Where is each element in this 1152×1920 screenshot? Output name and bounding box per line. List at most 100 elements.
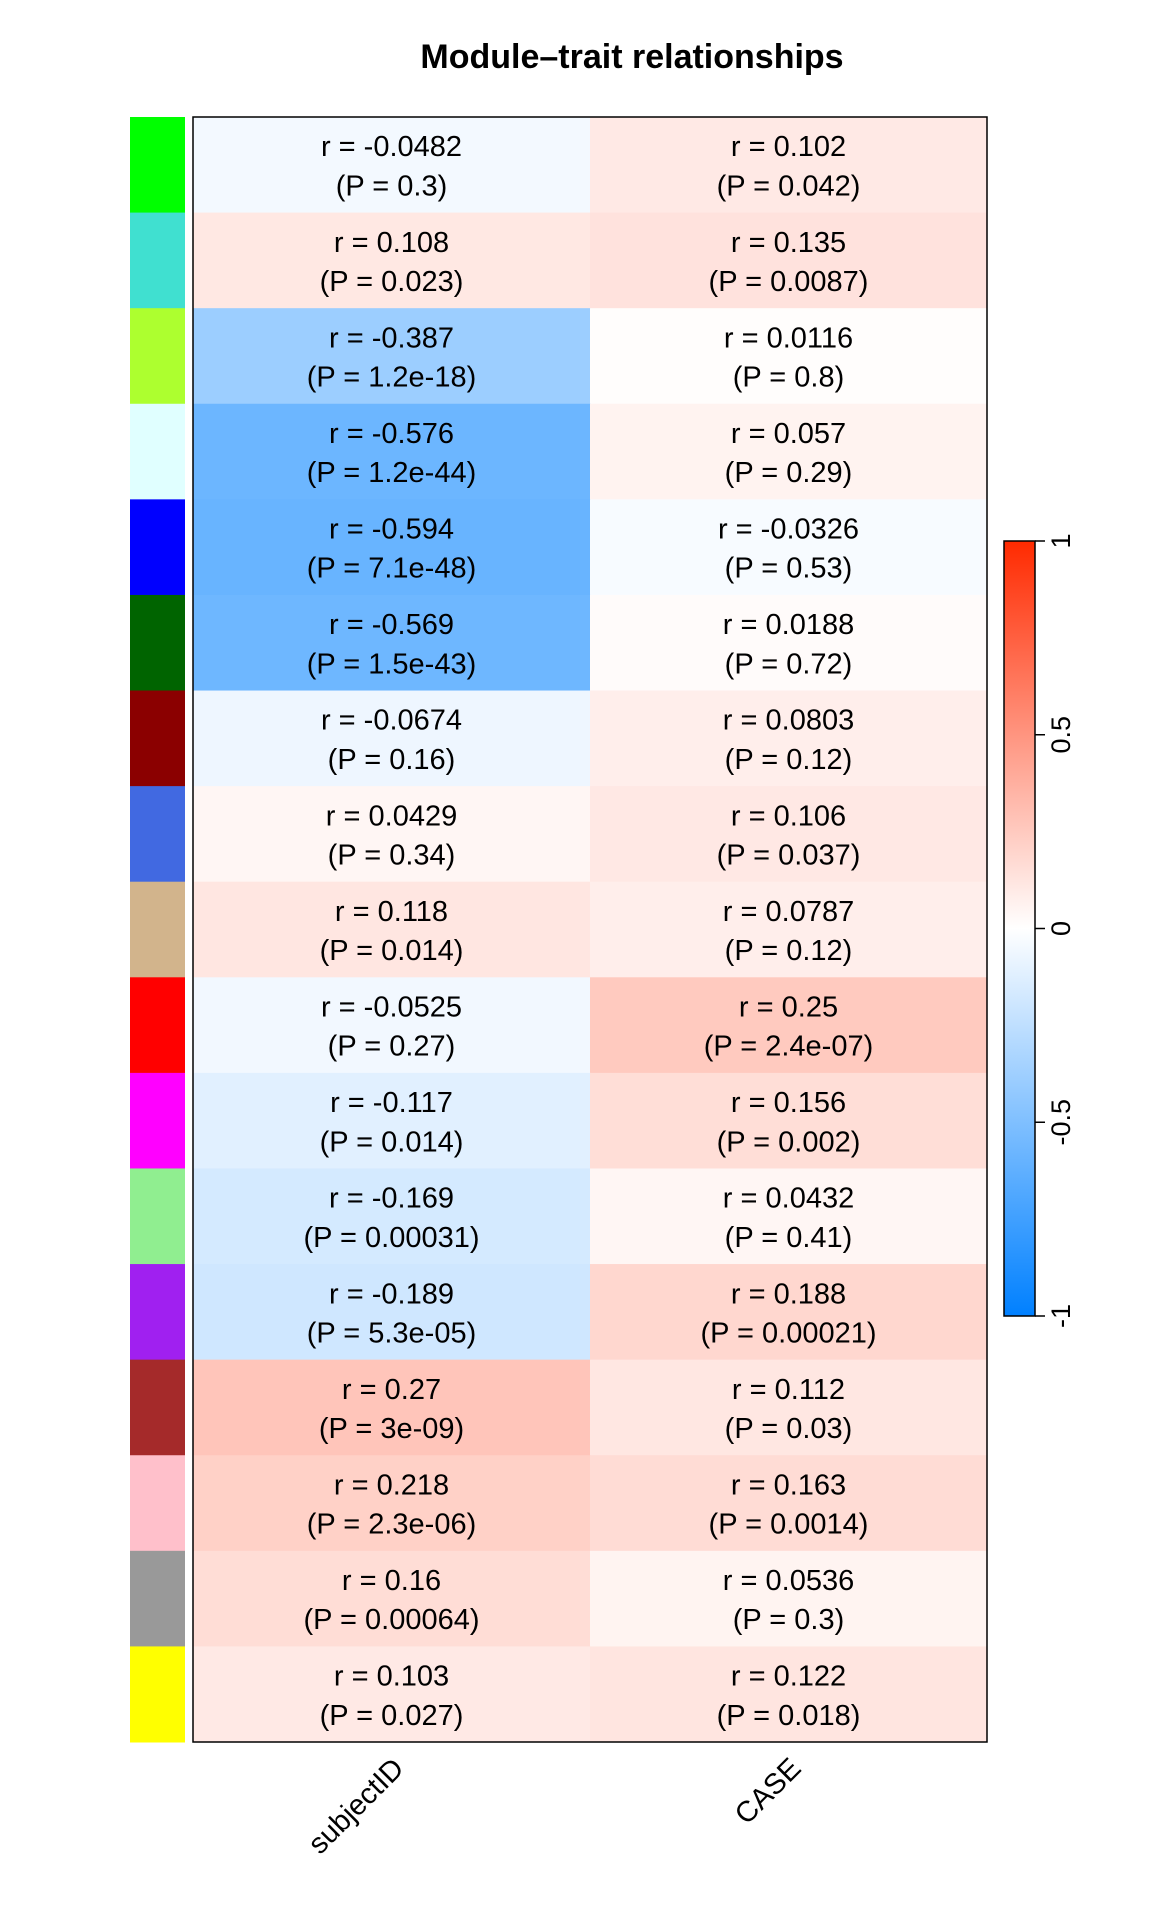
cell-p-label: (P = 0.3) <box>733 1604 845 1636</box>
cell-p-label: (P = 0.27) <box>328 1031 456 1063</box>
cell-p-label: (P = 0.3) <box>336 170 448 202</box>
cell-r-label: r = 0.0803 <box>723 705 854 737</box>
cell-p-label: (P = 0.72) <box>725 648 853 680</box>
cell-p-label: (P = 0.16) <box>328 744 456 776</box>
module-color-swatch <box>130 594 185 692</box>
heatmap-cell <box>590 117 988 214</box>
cell-r-label: r = 0.218 <box>334 1469 449 1501</box>
cell-p-label: (P = 0.014) <box>320 1126 464 1158</box>
cell-r-label: r = 0.057 <box>731 418 846 450</box>
color-scale-legend: -1 -0.5 0 0.5 1 <box>1003 533 1076 1328</box>
cell-r-label: r = -0.387 <box>329 322 454 354</box>
heatmap-cell <box>193 1072 591 1169</box>
cell-r-label: r = 0.103 <box>334 1661 449 1693</box>
cell-r-label: r = -0.189 <box>329 1278 454 1310</box>
heatmap-cell <box>193 1359 591 1456</box>
cell-p-label: (P = 0.41) <box>725 1222 853 1254</box>
heatmap-cell <box>590 1550 988 1647</box>
module-color-swatch <box>130 1264 185 1361</box>
cell-r-label: r = 0.106 <box>731 800 846 832</box>
cell-p-label: (P = 1.2e-18) <box>307 362 477 394</box>
cell-p-label: (P = 0.03) <box>725 1413 853 1445</box>
cell-r-label: r = -0.117 <box>330 1087 453 1119</box>
cell-r-label: r = 0.188 <box>731 1278 846 1310</box>
cell-r-label: r = -0.594 <box>329 514 454 546</box>
cell-r-label: r = -0.0525 <box>321 991 462 1023</box>
heatmap-border <box>192 116 988 1743</box>
module-color-swatch <box>130 977 185 1074</box>
column-label: CASE <box>729 1752 807 1830</box>
cell-r-label: r = 0.0432 <box>723 1183 854 1215</box>
module-color-swatch <box>130 308 185 405</box>
heatmap-cell <box>590 308 988 405</box>
cell-r-label: r = 0.135 <box>731 227 846 259</box>
heatmap-cell <box>193 212 591 309</box>
cell-r-label: r = -0.169 <box>329 1183 454 1215</box>
cell-p-label: (P = 0.8) <box>733 362 845 394</box>
heatmap-cell <box>590 594 988 692</box>
cell-p-label: (P = 1.2e-44) <box>307 457 477 489</box>
cell-r-label: r = 0.0116 <box>724 322 853 354</box>
cell-p-label: (P = 0.0087) <box>709 266 869 298</box>
cell-p-label: (P = 0.037) <box>717 840 861 872</box>
cell-r-label: r = 0.156 <box>731 1087 846 1119</box>
module-color-swatch <box>130 786 185 883</box>
heatmap-cell <box>590 1168 988 1265</box>
cell-p-label: (P = 0.29) <box>725 457 853 489</box>
cell-p-label: (P = 3e-09) <box>319 1413 464 1445</box>
cell-r-label: r = 0.122 <box>731 1661 846 1693</box>
cell-r-label: r = 0.163 <box>731 1469 846 1501</box>
chart-title: Module–trait relationships <box>420 38 843 76</box>
module-color-swatch <box>130 881 185 978</box>
module-color-swatch <box>130 403 185 500</box>
legend-tick-label: -1 <box>1046 1304 1076 1328</box>
heatmap-cell <box>193 881 591 978</box>
heatmap-cell <box>193 1550 591 1647</box>
cell-r-label: r = 0.108 <box>334 227 449 259</box>
heatmap-cell <box>590 1646 988 1743</box>
cell-r-label: r = -0.0674 <box>321 705 462 737</box>
module-color-swatch <box>130 499 185 596</box>
legend-tick-label: 1 <box>1046 533 1076 548</box>
cell-r-label: r = 0.0429 <box>326 800 457 832</box>
cell-r-label: r = 0.25 <box>739 991 838 1023</box>
module-color-swatch <box>130 1455 185 1552</box>
cell-r-label: r = -0.0482 <box>321 131 462 163</box>
module-color-swatch <box>130 117 185 214</box>
heatmap-cell <box>590 690 988 787</box>
heatmap-cell <box>590 1264 988 1361</box>
cell-p-label: (P = 0.12) <box>725 744 853 776</box>
cell-r-label: r = 0.16 <box>342 1565 441 1597</box>
module-color-swatch <box>130 1359 185 1456</box>
cell-p-label: (P = 0.12) <box>725 935 853 967</box>
cell-p-label: (P = 1.5e-43) <box>307 648 477 680</box>
cell-r-label: r = 0.102 <box>731 131 846 163</box>
cell-p-label: (P = 0.0014) <box>709 1509 869 1541</box>
cell-p-label: (P = 0.53) <box>725 553 853 585</box>
module-color-swatch <box>130 690 185 787</box>
cell-p-label: (P = 5.3e-05) <box>307 1317 477 1349</box>
cell-p-label: (P = 0.027) <box>320 1700 464 1732</box>
heatmap-cell <box>193 786 591 883</box>
module-color-swatch <box>130 1550 185 1647</box>
heatmap-cell <box>590 881 988 978</box>
cell-p-label: (P = 0.00064) <box>303 1604 479 1636</box>
column-label: subjectID <box>302 1752 410 1860</box>
heatmap-cell <box>590 977 988 1074</box>
heatmap-cell <box>193 1264 591 1361</box>
heatmap-cell <box>193 977 591 1074</box>
heatmap-cell <box>590 1455 988 1552</box>
cell-r-label: r = -0.569 <box>329 609 454 641</box>
cell-r-label: r = 0.0536 <box>723 1565 854 1597</box>
cell-r-label: r = -0.0326 <box>718 514 859 546</box>
heatmap-cell <box>193 594 591 692</box>
legend-tick-label: 0.5 <box>1046 716 1076 754</box>
cell-p-label: (P = 0.00021) <box>700 1317 876 1349</box>
heatmap-cell <box>590 212 988 309</box>
cell-p-label: (P = 0.002) <box>717 1126 861 1158</box>
module-color-bar <box>130 117 185 1743</box>
heatmap-cell <box>590 403 988 500</box>
cell-p-label: (P = 0.014) <box>320 935 464 967</box>
legend-tick-label: 0 <box>1046 921 1076 936</box>
